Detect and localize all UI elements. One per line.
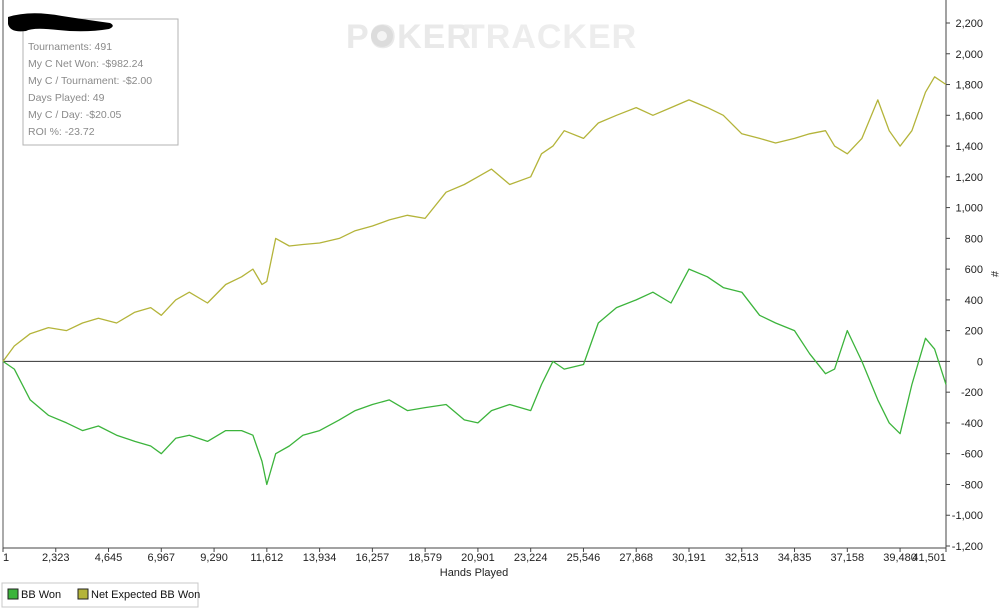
y-tick-label: -1,200 bbox=[952, 541, 983, 553]
x-tick-label: 18,579 bbox=[408, 552, 442, 564]
y-tick-label: -200 bbox=[961, 387, 983, 399]
x-tick-label: 25,546 bbox=[567, 552, 601, 564]
x-tick-label: 1 bbox=[3, 552, 9, 564]
series-line-net-expected-bb-won bbox=[2, 76, 947, 362]
legend-label-bb-won: BB Won bbox=[21, 589, 61, 601]
stat-per-day: My C / Day: -$20.05 bbox=[28, 109, 122, 121]
watermark-logo: POKER TRACKER bbox=[346, 18, 637, 56]
x-axis-title: Hands Played bbox=[440, 567, 509, 579]
y-tick-label: 1,600 bbox=[955, 110, 983, 122]
y-tick-label: 1,400 bbox=[955, 141, 983, 153]
x-tick-label: 4,645 bbox=[95, 552, 123, 564]
legend: BB Won Net Expected BB Won bbox=[1, 582, 200, 608]
y-tick-label: -400 bbox=[961, 418, 983, 430]
y-tick-label: 1,000 bbox=[955, 203, 983, 215]
y-axis: 2,200 2,000 1,800 1,600 1,400 1,200 1,000 800 60… bbox=[946, 18, 983, 553]
stats-box-frame bbox=[22, 18, 179, 146]
y-tick-label: 2,000 bbox=[955, 49, 983, 61]
y-tick-label: 0 bbox=[977, 356, 983, 368]
y-tick-label: -600 bbox=[961, 449, 983, 461]
x-tick-label: 30,191 bbox=[672, 552, 706, 564]
stat-days-played: Days Played: 49 bbox=[28, 92, 105, 104]
legend-swatch-bb-won bbox=[7, 588, 19, 600]
x-tick-label: 11,612 bbox=[250, 552, 283, 564]
stat-tournaments: Tournaments: 491 bbox=[28, 41, 112, 53]
y-tick-label: 400 bbox=[965, 295, 983, 307]
stat-per-tournament: My C / Tournament: -$2.00 bbox=[28, 75, 152, 87]
stats-box: Tournaments: 491 My C Net Won: -$982.24 … bbox=[8, 13, 179, 146]
y-tick-label: 1,200 bbox=[955, 172, 983, 184]
x-tick-label: 6,967 bbox=[148, 552, 176, 564]
x-tick-label: 23,224 bbox=[514, 552, 548, 564]
x-tick-label: 2,323 bbox=[42, 552, 70, 564]
y-tick-label: -800 bbox=[961, 479, 983, 491]
stat-roi: ROI %: -23.72 bbox=[28, 126, 95, 138]
right-axis-symbol: # bbox=[988, 271, 1000, 278]
legend-swatch-net-expected-bb-won bbox=[77, 588, 89, 600]
x-tick-label: 37,158 bbox=[830, 552, 864, 564]
stat-net-won: My C Net Won: -$982.24 bbox=[28, 58, 144, 70]
series-line-bb-won bbox=[2, 268, 947, 486]
x-tick-label: 32,513 bbox=[725, 552, 759, 564]
y-tick-label: -1,000 bbox=[952, 510, 983, 522]
y-tick-label: 200 bbox=[965, 326, 983, 338]
legend-item-bb-won[interactable]: BB Won bbox=[7, 588, 61, 601]
legend-frame bbox=[1, 582, 199, 608]
x-tick-label: 13,934 bbox=[303, 552, 337, 564]
y-tick-label: 800 bbox=[965, 233, 983, 245]
plot-frame bbox=[2, 0, 947, 549]
series-group bbox=[2, 76, 947, 486]
legend-label-net-expected-bb-won: Net Expected BB Won bbox=[91, 589, 200, 601]
x-axis: 1 2,323 4,645 6,967 9,290 11,612 13,934 16,257 1… bbox=[2, 548, 947, 564]
y-tick-label: 600 bbox=[965, 264, 983, 276]
y-tick-label: 2,200 bbox=[955, 18, 983, 30]
x-tick-label: 27,868 bbox=[619, 552, 653, 564]
watermark-poker: POKER bbox=[346, 18, 472, 56]
redacted-name-scribble bbox=[8, 13, 113, 32]
x-tick-label: 20,901 bbox=[461, 552, 495, 564]
watermark-tracker: TRACKER bbox=[464, 18, 637, 56]
x-tick-label: 39,480 bbox=[883, 552, 917, 564]
x-tick-label: 16,257 bbox=[356, 552, 390, 564]
legend-item-net-expected-bb-won[interactable]: Net Expected BB Won bbox=[77, 588, 200, 601]
x-tick-label: 34,835 bbox=[778, 552, 812, 564]
y-tick-label: 1,800 bbox=[955, 80, 983, 92]
x-tick-label: 41,501 bbox=[912, 552, 946, 564]
x-tick-label: 9,290 bbox=[200, 552, 228, 564]
watermark-chip-center bbox=[377, 31, 387, 41]
